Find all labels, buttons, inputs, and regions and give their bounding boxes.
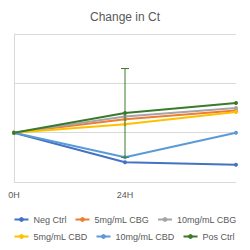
svg-text:10mg/mL CBD: 10mg/mL CBD (115, 232, 174, 242)
svg-text:5mg/mL CBD: 5mg/mL CBD (33, 232, 87, 242)
svg-text:0H: 0H (8, 190, 20, 200)
svg-text:5mg/mL CBG: 5mg/mL CBG (94, 215, 148, 225)
svg-text:Pos Ctrl: Pos Ctrl (203, 232, 235, 242)
svg-text:Change in Ct: Change in Ct (90, 10, 161, 24)
svg-text:Neg Ctrl: Neg Ctrl (33, 215, 66, 225)
svg-text:10mg/mL CBG: 10mg/mL CBG (177, 215, 236, 225)
svg-text:24H: 24H (117, 190, 134, 200)
